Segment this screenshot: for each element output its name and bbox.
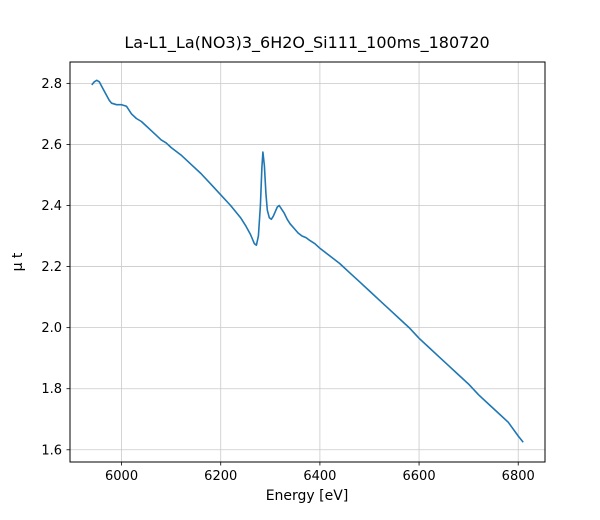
y-tick-label: 2.0 xyxy=(41,321,62,336)
x-tick-label: 6600 xyxy=(403,469,436,484)
x-axis-label: Energy [eV] xyxy=(266,488,349,504)
y-tick-label: 2.6 xyxy=(41,138,62,153)
y-tick-label: 1.6 xyxy=(41,443,62,458)
y-tick-label: 2.2 xyxy=(41,260,62,275)
plot-frame xyxy=(69,61,546,463)
x-tick-label: 6800 xyxy=(502,469,535,484)
x-tick-label: 6000 xyxy=(105,469,138,484)
x-tick-label: 6400 xyxy=(303,469,336,484)
y-axis-label: μ t xyxy=(10,252,26,271)
chart-title: La-L1_La(NO3)3_6H2O_Si111_100ms_180720 xyxy=(124,33,489,53)
y-tick-label: 1.8 xyxy=(41,382,62,397)
y-tick-label: 2.8 xyxy=(41,77,62,92)
plot-area: 6000 6200 6400 6600 6800 1.6 1.8 2.0 2.2 2.4 2.6 2.… xyxy=(41,61,546,484)
x-tick-label: 6200 xyxy=(204,469,237,484)
y-tick-label: 2.4 xyxy=(41,199,62,214)
data-line xyxy=(91,79,524,443)
